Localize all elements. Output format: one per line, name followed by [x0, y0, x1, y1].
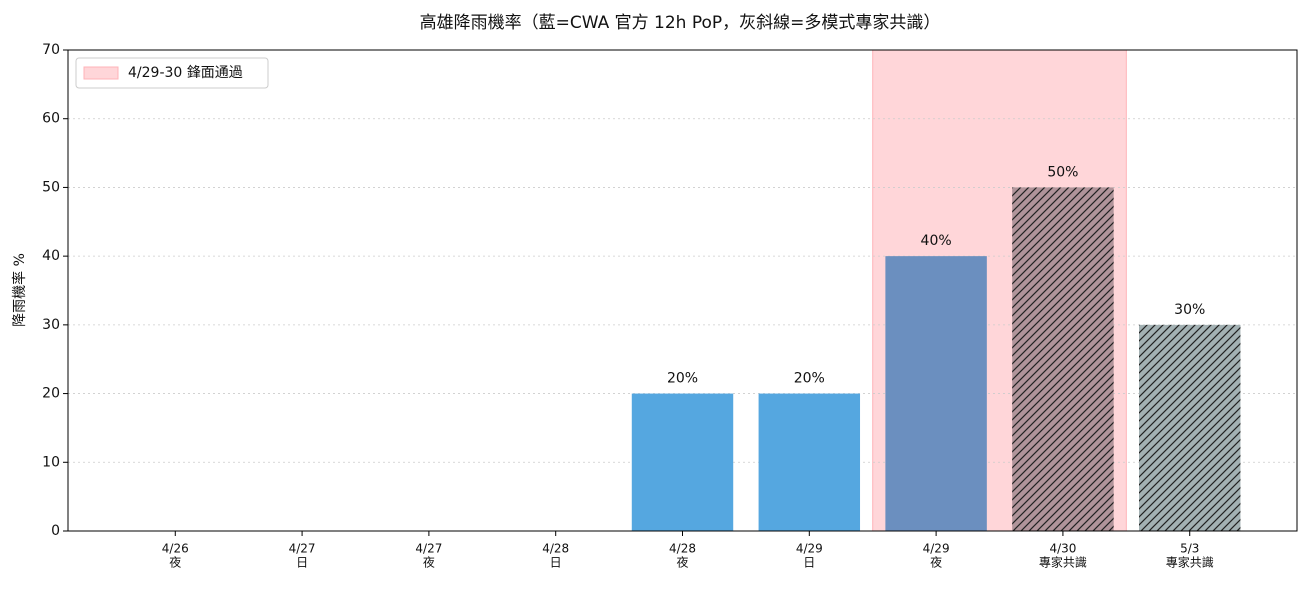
value-label: 50% [1047, 164, 1078, 180]
y-tick-label: 50 [42, 179, 60, 195]
bar-hatch [1139, 324, 1241, 531]
y-tick-label: 30 [42, 317, 60, 333]
x-tick-label: 4/26 [162, 542, 189, 556]
bar [631, 393, 734, 531]
x-tick-label: 夜 [930, 555, 942, 570]
legend-label: 4/29-30 鋒面通過 [128, 65, 243, 81]
bar [758, 393, 861, 531]
y-axis-label: 降雨機率 % [11, 253, 28, 327]
value-label: 20% [794, 371, 825, 387]
y-tick-label: 40 [42, 248, 60, 264]
y-tick-label: 20 [42, 386, 60, 402]
x-tick-label: 夜 [423, 555, 435, 570]
legend-swatch [83, 66, 119, 80]
value-label: 30% [1174, 302, 1205, 318]
x-tick-label: 夜 [676, 555, 688, 570]
legend-box [75, 57, 269, 89]
y-tick-label: 10 [42, 454, 60, 470]
x-tick-label: 專家共識 [1166, 555, 1214, 570]
bar-hatch [1012, 187, 1114, 531]
axes-frame [67, 49, 1298, 532]
x-tick-label: 4/29 [796, 542, 823, 556]
y-tick-label: 70 [42, 42, 60, 58]
x-tick-label: 日 [803, 556, 815, 570]
x-tick-label: 日 [550, 556, 562, 570]
y-tick-label: 60 [42, 111, 60, 127]
x-tick-label: 4/28 [669, 542, 696, 556]
value-label: 20% [667, 371, 698, 387]
x-tick-label: 5/3 [1180, 542, 1199, 556]
x-tick-label: 日 [296, 556, 308, 570]
x-tick-label: 4/28 [542, 542, 569, 556]
x-tick-label: 4/27 [289, 542, 316, 556]
x-tick-label: 4/29 [923, 542, 950, 556]
value-label: 40% [921, 233, 952, 249]
y-tick-label: 0 [51, 523, 60, 539]
x-tick-label: 4/30 [1049, 542, 1076, 556]
bar [885, 256, 987, 531]
x-tick-label: 夜 [169, 555, 181, 570]
x-tick-label: 專家共識 [1039, 555, 1087, 570]
x-tick-label: 4/27 [415, 542, 442, 556]
chart-title: 高雄降雨機率（藍=CWA 官方 12h PoP，灰斜線=多模式專家共識） [420, 13, 941, 33]
